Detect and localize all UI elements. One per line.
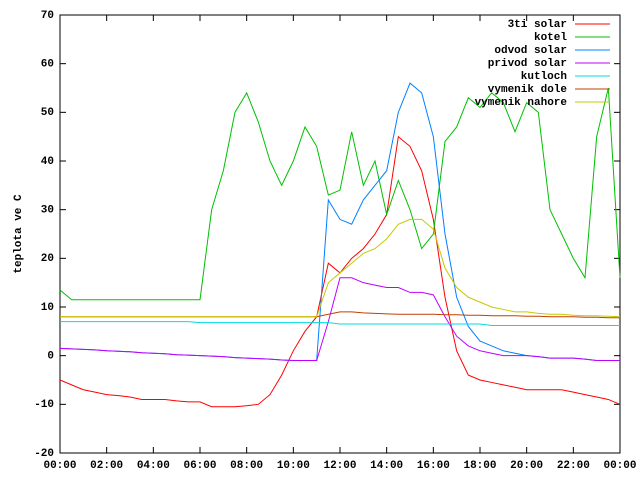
x-tick-label: 20:00 bbox=[510, 460, 543, 472]
series-line bbox=[59, 135, 621, 408]
x-tick-label: 02:00 bbox=[90, 460, 123, 472]
x-tick-label: 10:00 bbox=[277, 460, 310, 472]
y-tick-label: 30 bbox=[41, 205, 54, 217]
series-line bbox=[59, 87, 621, 301]
legend-label: privod solar bbox=[488, 58, 567, 70]
y-axis-label: teplota ve C bbox=[13, 194, 25, 274]
series-line bbox=[59, 277, 620, 362]
x-tick-label: 06:00 bbox=[183, 460, 216, 472]
x-tick-label: 16:00 bbox=[417, 460, 450, 472]
y-tick-label: 40 bbox=[41, 156, 54, 168]
x-tick-label: 08:00 bbox=[230, 460, 263, 472]
series-line bbox=[59, 82, 620, 362]
series-line bbox=[60, 321, 620, 326]
y-tick-label: 20 bbox=[41, 253, 54, 265]
y-tick-label: 0 bbox=[47, 351, 54, 363]
x-tick-label: 12:00 bbox=[323, 460, 356, 472]
legend-label: vymenik dole bbox=[488, 84, 568, 96]
x-tick-label: 22:00 bbox=[557, 460, 590, 472]
legend-label: 3ti solar bbox=[508, 19, 567, 31]
y-tick-label: 50 bbox=[41, 107, 54, 119]
legend-label: kotel bbox=[534, 32, 567, 44]
series-line bbox=[60, 218, 621, 318]
legend-label: odvod solar bbox=[494, 45, 567, 57]
legend-label: vymenik nahore bbox=[475, 97, 568, 109]
y-tick-label: -10 bbox=[34, 399, 54, 411]
x-tick-label: 00:00 bbox=[603, 460, 636, 472]
y-tick-label: -20 bbox=[34, 448, 54, 460]
x-tick-label: 04:00 bbox=[137, 460, 170, 472]
y-tick-label: 60 bbox=[41, 59, 54, 71]
x-tick-label: 00:00 bbox=[43, 460, 76, 472]
x-tick-label: 14:00 bbox=[370, 460, 403, 472]
x-tick-label: 18:00 bbox=[463, 460, 496, 472]
y-tick-label: 70 bbox=[41, 10, 54, 22]
y-tick-label: 10 bbox=[41, 302, 54, 314]
legend-label: kutloch bbox=[521, 71, 567, 83]
